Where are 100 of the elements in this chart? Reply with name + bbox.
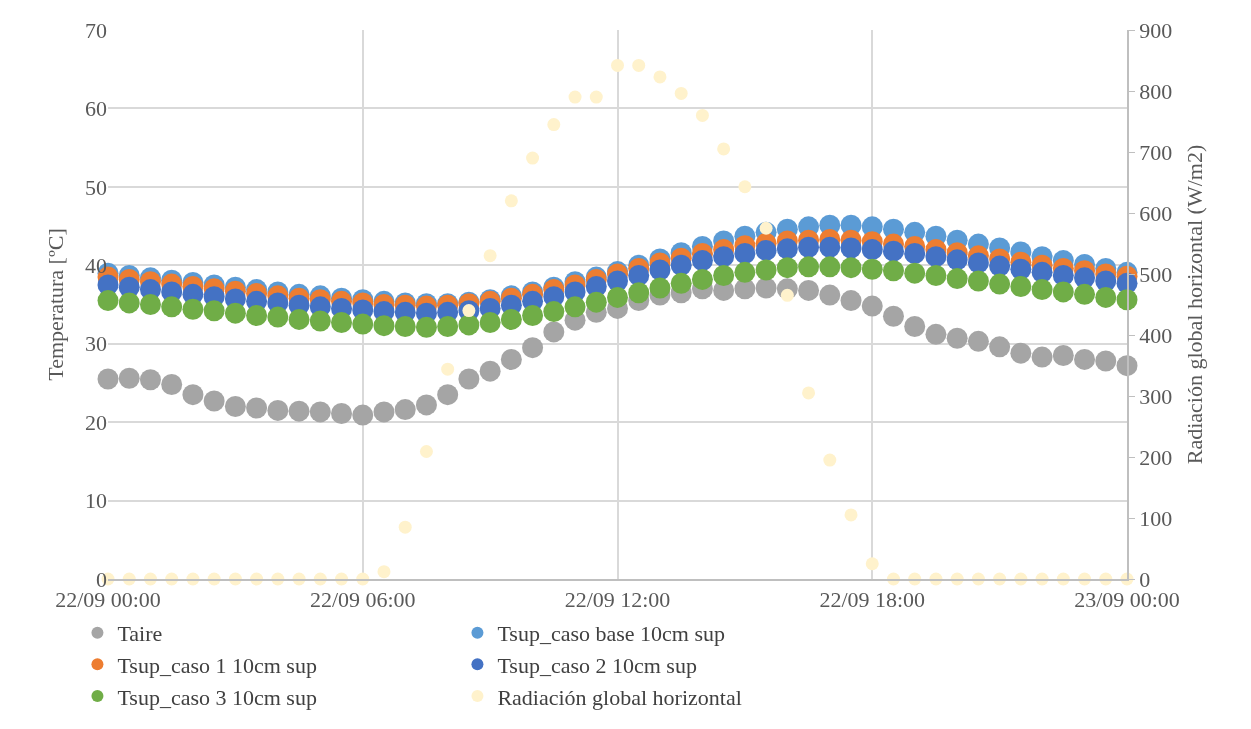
point [203, 390, 225, 412]
point [1095, 286, 1117, 308]
y2-tick-label: 200 [1139, 444, 1173, 470]
point [632, 58, 646, 72]
point [500, 348, 522, 370]
point [373, 401, 395, 423]
y-tick-label: 10 [85, 488, 107, 514]
point [419, 445, 433, 458]
point [691, 250, 713, 272]
point [649, 277, 671, 299]
point [802, 386, 816, 400]
legend-label: Tsup_caso 1 10cm sup [117, 652, 317, 678]
point [967, 252, 989, 274]
point [479, 312, 501, 334]
point [819, 236, 841, 258]
point [904, 315, 926, 337]
point [589, 90, 603, 104]
point [504, 194, 518, 208]
point [1074, 283, 1096, 305]
point [398, 520, 412, 534]
point [1052, 344, 1074, 366]
point [182, 384, 204, 406]
point [246, 304, 268, 326]
point [840, 237, 862, 259]
point [653, 70, 667, 84]
point [458, 368, 480, 390]
point [882, 240, 904, 262]
y-tick-label: 60 [85, 96, 107, 122]
point [309, 310, 331, 332]
legend-label: Tsup_caso 2 10cm sup [497, 652, 697, 678]
point [925, 323, 947, 345]
point [246, 397, 268, 419]
point [564, 296, 586, 318]
point [776, 238, 798, 260]
point [798, 236, 820, 258]
point [967, 330, 989, 352]
point [415, 394, 437, 416]
legend-label: Tsup_caso base 10cm sup [497, 621, 726, 647]
point [394, 399, 416, 421]
point [755, 259, 777, 281]
point [568, 90, 582, 104]
point [946, 249, 968, 271]
y-tick-label: 40 [85, 252, 107, 278]
point [1010, 342, 1032, 364]
point [738, 180, 752, 194]
point [670, 254, 692, 276]
point [267, 306, 289, 328]
point [352, 313, 374, 335]
point [776, 257, 798, 279]
point [798, 256, 820, 278]
point [1052, 281, 1074, 303]
point [1095, 350, 1117, 372]
point [437, 315, 459, 337]
legend-label: Tsup_caso 3 10cm sup [117, 684, 317, 710]
point [695, 108, 709, 122]
point [97, 290, 119, 312]
y-axis-title: Temperatura [ºC] [42, 228, 68, 381]
point [989, 273, 1011, 295]
y-tick-label: 50 [85, 174, 107, 200]
point [309, 401, 331, 423]
x-tick-label: 22/09 12:00 [564, 587, 671, 613]
point [543, 321, 565, 343]
point [861, 239, 883, 261]
point [946, 268, 968, 290]
legend-label: Radiación global horizontal [497, 684, 742, 710]
point [377, 565, 391, 579]
point [415, 316, 437, 338]
y2-tick-label: 600 [1139, 200, 1173, 226]
point [611, 58, 624, 72]
point [1031, 346, 1053, 368]
point [967, 270, 989, 292]
y2-tick-label: 800 [1139, 78, 1173, 104]
point [823, 453, 837, 467]
point [946, 327, 968, 349]
point [458, 314, 480, 336]
point [203, 300, 225, 322]
point [607, 286, 628, 308]
point [734, 243, 756, 265]
point [288, 400, 310, 422]
point [1074, 348, 1096, 370]
point [483, 249, 497, 263]
point [840, 290, 862, 312]
point [1031, 261, 1053, 283]
x-tick-label: 22/09 06:00 [309, 587, 416, 613]
point [500, 308, 522, 330]
point [331, 312, 353, 334]
point [989, 336, 1011, 358]
x-tick-label: 22/09 18:00 [819, 587, 926, 613]
point [224, 395, 246, 417]
y-tick-label: 70 [85, 17, 107, 43]
point [734, 261, 756, 283]
y-tick-label: 30 [85, 331, 107, 357]
point [182, 298, 204, 320]
point [437, 384, 459, 406]
point [118, 367, 140, 389]
point [755, 239, 777, 261]
point [352, 404, 374, 426]
point [904, 262, 926, 284]
point [441, 362, 455, 376]
point [97, 368, 119, 390]
